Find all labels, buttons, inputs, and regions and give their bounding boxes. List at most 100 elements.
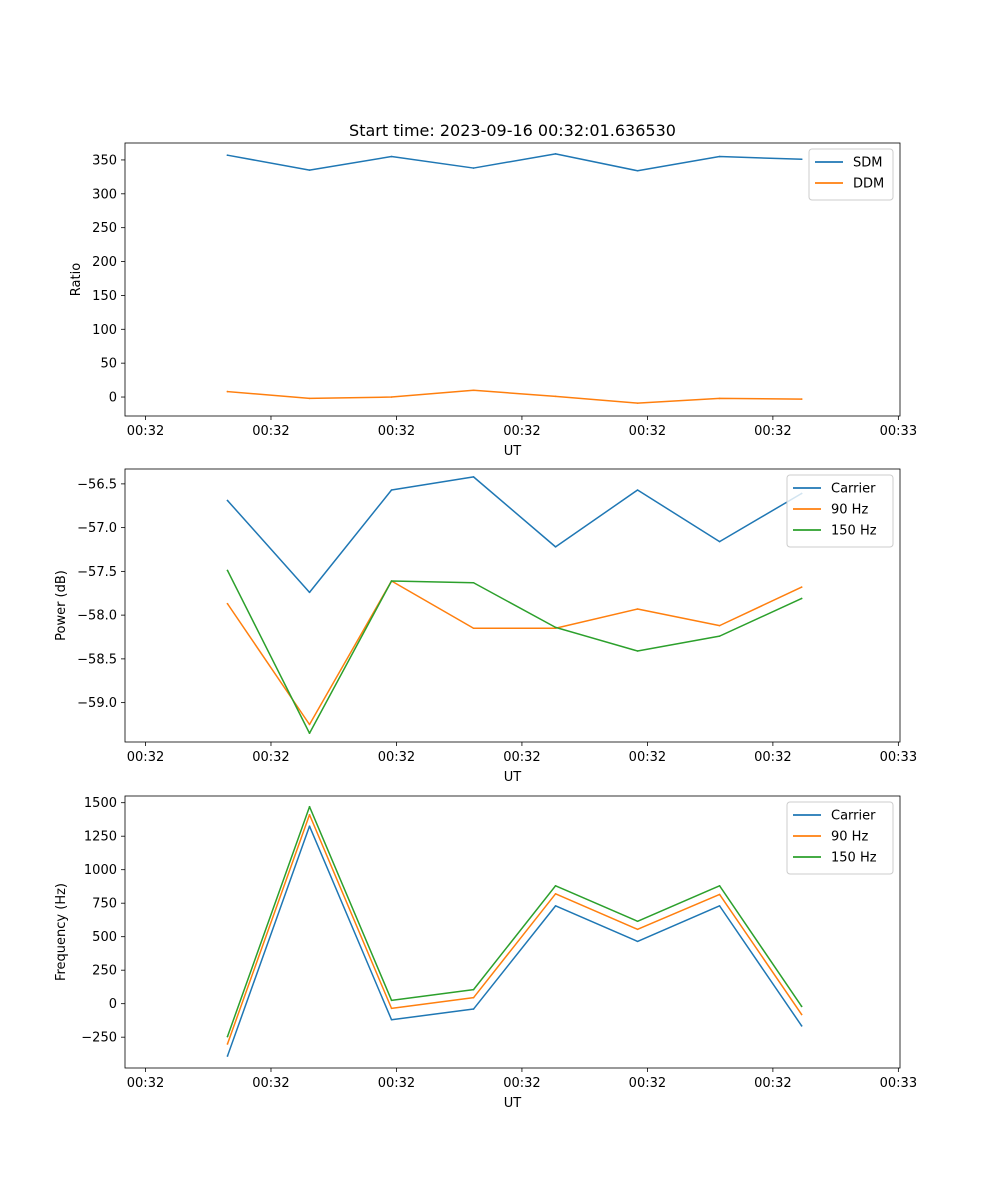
chart-3-series-3-point-5 bbox=[554, 884, 557, 887]
chart-3-y-tick-label: 250 bbox=[92, 964, 117, 979]
chart-3-y-tick-label: −250 bbox=[81, 1031, 117, 1046]
chart-2-series-2-point-4 bbox=[472, 627, 475, 630]
chart-3-x-tick-label: 00:32 bbox=[754, 1076, 791, 1091]
chart-2-legend: Carrier 90 Hz 150 Hz bbox=[786, 474, 894, 548]
chart-3-series-1-point-2 bbox=[308, 825, 311, 827]
chart-3-series-2-point-5 bbox=[554, 893, 557, 895]
chart-1-series-1-point-1 bbox=[226, 154, 229, 156]
chart-1-y-tick-label: 350 bbox=[92, 153, 117, 168]
chart-2-x-axis-label: UT bbox=[504, 770, 522, 785]
chart-3-legend: Carrier 90 Hz 150 Hz bbox=[786, 801, 894, 875]
chart-2-x-tick-label: 00:32 bbox=[127, 750, 164, 765]
chart-3-series-2-point-2 bbox=[308, 813, 311, 816]
chart-2-x-tick-label: 00:32 bbox=[754, 750, 791, 765]
chart-2-legend-box bbox=[786, 474, 894, 548]
chart-3-series-1-line bbox=[226, 825, 803, 1057]
chart-3-y-tick-label: 1500 bbox=[84, 796, 117, 811]
chart-1-series-2-point-5 bbox=[554, 395, 557, 398]
chart-2-series-2-point-2 bbox=[308, 723, 311, 726]
chart-3-series-1-point-8 bbox=[800, 1024, 803, 1027]
chart-3-x-tick-label: 00:32 bbox=[503, 1076, 540, 1091]
chart-3-series-3-point-2 bbox=[308, 805, 311, 808]
chart-2-y-tick-label: −56.5 bbox=[77, 477, 117, 492]
chart-1-y-axis-label: Ratio bbox=[69, 263, 84, 296]
chart-1-x-tick-label: 00:32 bbox=[629, 424, 666, 439]
chart-2-series-2-point-1 bbox=[226, 602, 229, 605]
chart-2-y-tick-label: −57.0 bbox=[77, 521, 117, 536]
chart-3-legend-box bbox=[786, 801, 894, 875]
chart-3-x-tick-label: 00:33 bbox=[880, 1076, 917, 1091]
chart-2-y-tick-label: −59.0 bbox=[77, 696, 117, 711]
chart-3-series-3-point-8 bbox=[800, 1005, 803, 1008]
chart-2-x-tick-label: 00:32 bbox=[252, 750, 289, 765]
chart-3-series-1-point-1 bbox=[226, 1055, 229, 1057]
chart-1-series-1-point-2 bbox=[308, 169, 311, 171]
chart-1-title: Start time: 2023-09-16 00:32:01.636530 bbox=[349, 121, 676, 140]
chart-1-x-tick-label: 00:32 bbox=[252, 424, 289, 439]
chart-1-legend: SDM DDM bbox=[808, 148, 894, 201]
chart-2-series-3-point-6 bbox=[636, 650, 639, 652]
chart-1-series-1-point-7 bbox=[718, 155, 721, 158]
chart-1-legend-label-2: DDM bbox=[853, 177, 884, 192]
chart-2-series-3-point-4 bbox=[472, 581, 475, 584]
chart-1-series-1-point-3 bbox=[390, 155, 393, 158]
chart-2-y-tick-label: −58.0 bbox=[77, 609, 117, 624]
chart-2-series-3-point-3 bbox=[390, 580, 393, 582]
chart-3-series-3-line bbox=[226, 805, 803, 1038]
chart-1-y-tick-label: 200 bbox=[92, 255, 117, 270]
chart-1-x-tick-label: 00:33 bbox=[880, 424, 917, 439]
chart-3-x-tick-label: 00:32 bbox=[378, 1076, 415, 1091]
chart-1-x-tick-label: 00:32 bbox=[754, 424, 791, 439]
chart-1-series-2-point-6 bbox=[636, 402, 639, 404]
chart-3: 00:32 00:32 00:32 00:32 00:32 00:32 00:33 −250 0… bbox=[54, 795, 917, 1111]
chart-2-series-1-line bbox=[226, 476, 803, 594]
chart-1-y-tick-label: 50 bbox=[100, 357, 117, 372]
chart-1-series-1-point-4 bbox=[472, 167, 475, 169]
chart-3-series-2-line bbox=[226, 814, 803, 1045]
chart-1-series-2-point-2 bbox=[308, 397, 311, 400]
chart-1-x-tick-label: 00:32 bbox=[127, 424, 164, 439]
chart-3-y-tick-label: 750 bbox=[92, 897, 117, 912]
chart-3-y-tick-label: 0 bbox=[109, 997, 117, 1012]
chart-3-series-1-point-4 bbox=[472, 1008, 475, 1010]
chart-2-y-axis-label: Power (dB) bbox=[54, 570, 69, 641]
chart-2-x-tick-label: 00:32 bbox=[503, 750, 540, 765]
chart-3-y-tick-label: 1250 bbox=[84, 830, 117, 845]
chart-2-legend-label-2: 90 Hz bbox=[831, 503, 868, 518]
chart-1-y-tick-label: 100 bbox=[92, 323, 117, 338]
chart-1-x-tick-label: 00:32 bbox=[378, 424, 415, 439]
chart-2-y-tick-label: −57.5 bbox=[77, 565, 117, 580]
chart-2-x-tick-label: 00:32 bbox=[629, 750, 666, 765]
chart-3-series-2-point-6 bbox=[636, 928, 639, 931]
chart-3-series-2-point-8 bbox=[800, 1013, 803, 1016]
chart-3-series-3-point-7 bbox=[718, 884, 721, 887]
chart-1-axes-frame bbox=[124, 142, 901, 417]
chart-3-y-axis-label: Frequency (Hz) bbox=[54, 883, 69, 981]
chart-3-series-2-point-1 bbox=[226, 1043, 229, 1045]
chart-2-series-3-point-5 bbox=[554, 626, 557, 629]
chart-1-x-axis-label: UT bbox=[504, 444, 522, 459]
chart-3-series-1-point-6 bbox=[636, 940, 639, 943]
chart-1-series-1-point-6 bbox=[636, 169, 639, 172]
chart-2-series-1-point-5 bbox=[554, 546, 557, 548]
chart-2-series-2-point-6 bbox=[636, 608, 639, 610]
chart-2-series-2-line bbox=[226, 580, 803, 726]
chart-2-x-tick-label: 00:32 bbox=[378, 750, 415, 765]
chart-3-x-axis-label: UT bbox=[504, 1096, 522, 1111]
chart-1-y-tick-label: 150 bbox=[92, 289, 117, 304]
chart-2-series-3-line bbox=[226, 569, 803, 734]
chart-1-legend-label-1: SDM bbox=[853, 156, 882, 171]
chart-3-series-3-point-1 bbox=[226, 1035, 229, 1038]
chart-3-series-3-point-3 bbox=[390, 999, 393, 1002]
chart-2-series-3-point-2 bbox=[308, 732, 311, 735]
chart-2-series-1-point-7 bbox=[718, 540, 721, 543]
chart-2-series-2-point-7 bbox=[718, 624, 721, 627]
chart-3-legend-label-3: 150 Hz bbox=[831, 851, 877, 866]
chart-3-series-1-point-7 bbox=[718, 905, 721, 907]
chart-3-series-1-point-3 bbox=[390, 1018, 393, 1021]
chart-2-axes-frame bbox=[124, 468, 901, 743]
chart-3-series-2-point-4 bbox=[472, 996, 475, 999]
chart-3-x-tick-label: 00:32 bbox=[252, 1076, 289, 1091]
chart-3-series-1-point-5 bbox=[554, 905, 557, 907]
